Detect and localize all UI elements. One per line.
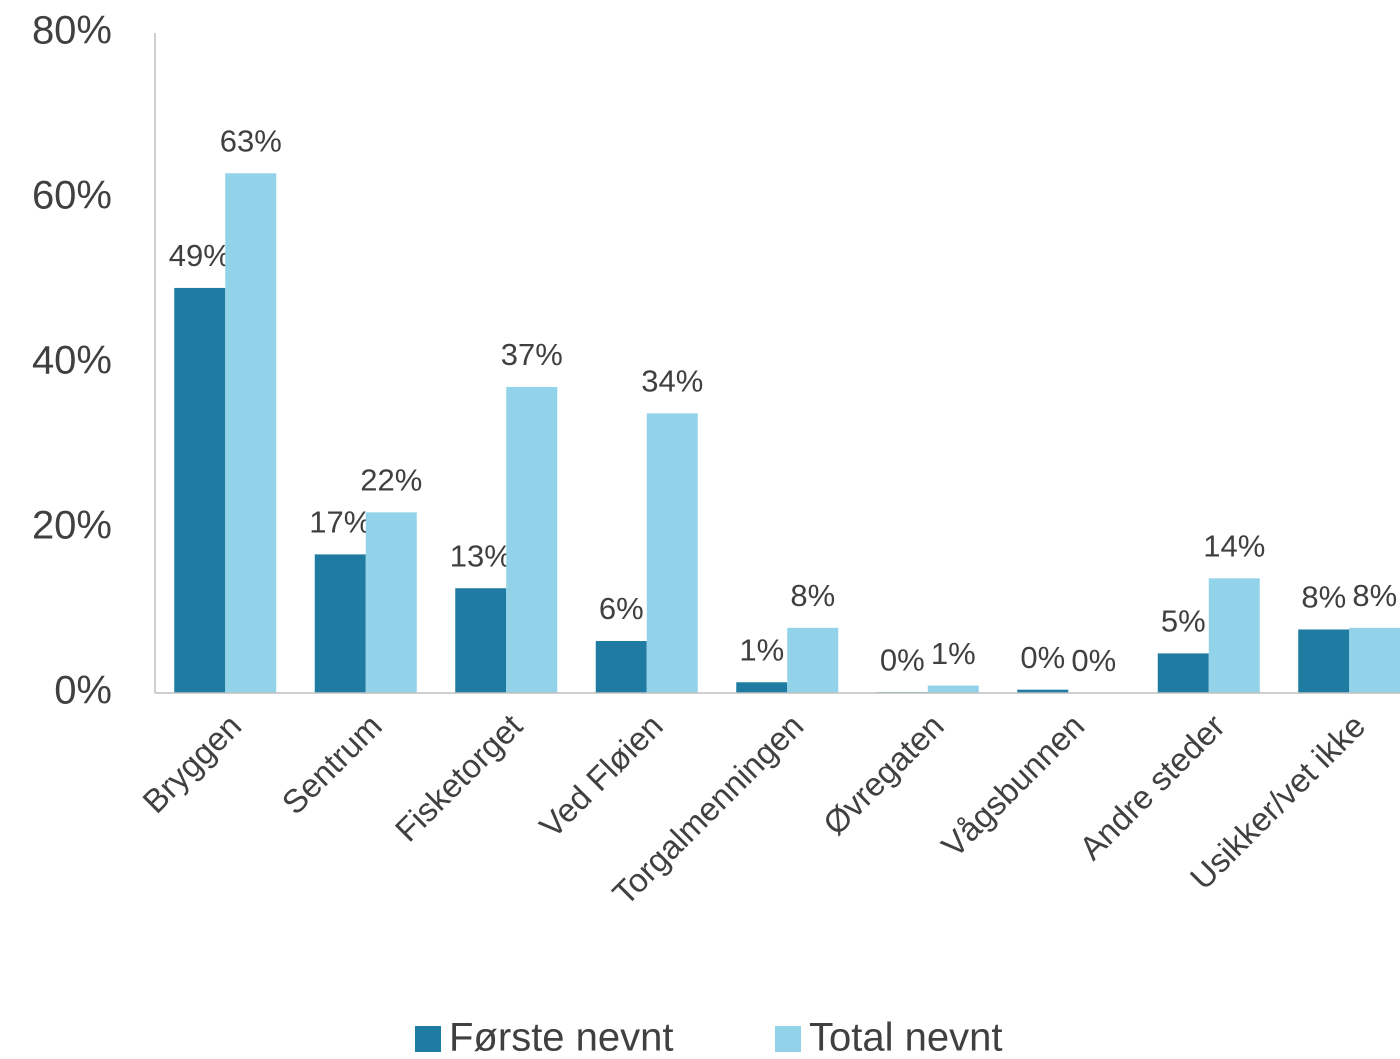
- y-tick-label: 0%: [54, 669, 112, 713]
- bar: [1349, 627, 1400, 693]
- value-label: 6%: [599, 591, 644, 626]
- value-label: 1%: [931, 636, 976, 671]
- bar: [455, 588, 507, 693]
- legend-label: Total nevnt: [809, 1016, 1002, 1059]
- value-label: 0%: [1020, 640, 1065, 675]
- value-label: 1%: [739, 632, 784, 667]
- value-label: 8%: [1301, 580, 1346, 615]
- bar: [506, 386, 558, 693]
- bar: [174, 287, 226, 693]
- x-tick-label: Ved Fløien: [532, 707, 670, 845]
- x-tick-label: Øvregaten: [816, 707, 951, 842]
- value-label: 0%: [880, 642, 925, 677]
- bar: [1157, 653, 1209, 693]
- bar: [365, 512, 417, 693]
- value-label: 49%: [169, 238, 231, 273]
- value-label: 8%: [790, 578, 835, 613]
- y-tick-label: 20%: [32, 504, 112, 548]
- x-tick-label: Vågsbunnen: [934, 707, 1091, 864]
- bar: [225, 173, 277, 693]
- y-tick-label: 80%: [32, 9, 112, 53]
- value-label: 22%: [360, 463, 422, 498]
- value-label: 5%: [1161, 604, 1206, 639]
- bar: [314, 554, 366, 693]
- y-tick-label: 60%: [32, 174, 112, 218]
- legend-swatch: [775, 1026, 801, 1052]
- bar: [927, 685, 979, 693]
- value-label: 13%: [450, 538, 512, 573]
- x-tick-label: Bryggen: [135, 707, 248, 820]
- legend-swatch: [415, 1026, 441, 1052]
- x-tick-label: Fisketorget: [388, 707, 530, 849]
- bar: [1208, 578, 1260, 693]
- bar: [736, 682, 788, 693]
- value-label: 8%: [1352, 578, 1397, 613]
- value-label: 17%: [309, 505, 371, 540]
- value-label: 37%: [501, 337, 563, 372]
- value-label: 0%: [1071, 643, 1116, 678]
- bar: [1017, 689, 1069, 693]
- y-tick-label: 40%: [32, 339, 112, 383]
- value-label: 34%: [641, 364, 703, 399]
- bar: [1298, 629, 1350, 693]
- value-label: 63%: [220, 123, 282, 158]
- x-tick-label: Sentrum: [275, 707, 389, 821]
- bar: [595, 641, 647, 693]
- value-label: 14%: [1203, 529, 1265, 564]
- legend-label: Første nevnt: [449, 1016, 674, 1059]
- x-tick-label: Andre steder: [1072, 707, 1232, 867]
- bar: [646, 413, 698, 693]
- bar: [787, 627, 839, 693]
